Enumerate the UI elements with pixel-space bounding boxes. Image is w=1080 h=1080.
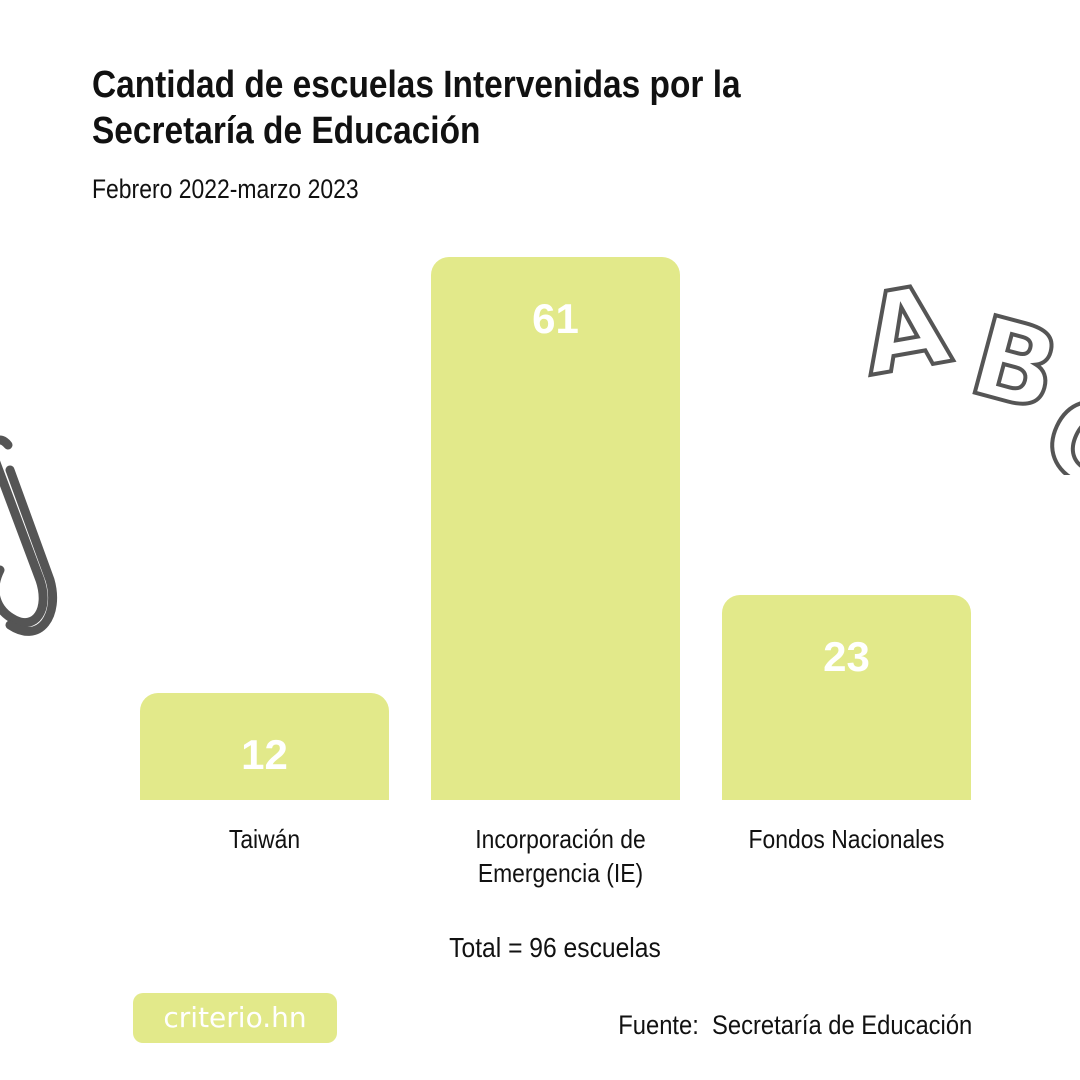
value-label: 61	[532, 295, 579, 342]
value-label: 12	[241, 731, 288, 779]
category-label-line: Taiwán	[228, 824, 301, 854]
category-label-line: Emergencia (IE)	[477, 858, 644, 888]
bar-1	[431, 257, 680, 800]
bar-0	[140, 693, 389, 800]
source-label: Fuente: Secretaría de Educación	[618, 1010, 972, 1040]
chart-title: Cantidad de escuelas Intervenidas por la…	[92, 64, 741, 152]
category-label-line: Fondos Nacionales	[748, 824, 945, 854]
criterio-logo: criterio.hn	[133, 993, 337, 1043]
abc-letters: ABC	[860, 275, 1080, 475]
category-label-line: Incorporación de	[475, 824, 646, 854]
value-label: 23	[823, 633, 870, 681]
chart-subtitle: Febrero 2022-marzo 2023	[92, 174, 359, 204]
paperclip-icon	[0, 435, 58, 636]
category-label: Taiwán	[155, 822, 374, 856]
total-label: Total = 96 escuelas	[449, 932, 661, 963]
category-label: Fondos Nacionales	[737, 822, 956, 856]
bar-2	[722, 595, 971, 800]
abc-letters-icon: ABC	[860, 275, 1080, 475]
category-label: Incorporación de Emergencia (IE)	[451, 822, 670, 890]
